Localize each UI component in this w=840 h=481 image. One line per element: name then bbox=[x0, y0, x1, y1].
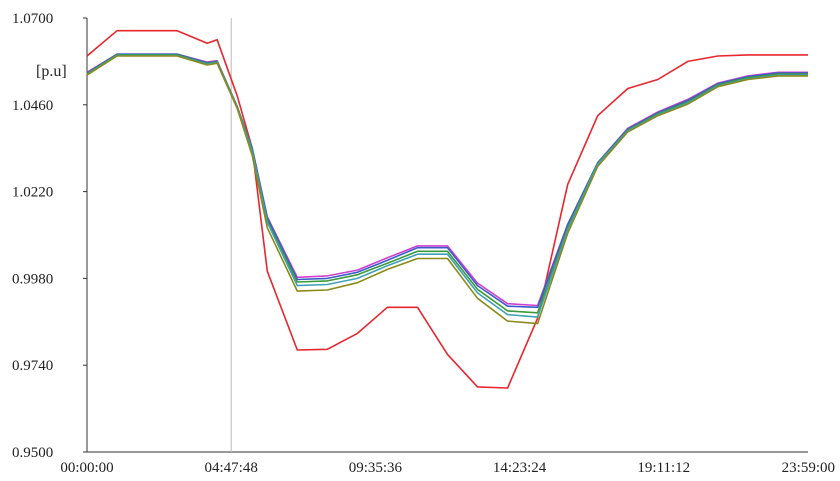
y-tick-label: 0.9740 bbox=[12, 358, 53, 374]
chart-axes bbox=[83, 17, 808, 453]
x-tick-label: 23:59:00 bbox=[782, 460, 835, 476]
series-line-1 bbox=[86, 29, 808, 389]
series-line-6 bbox=[86, 55, 808, 325]
y-tick-label: 0.9980 bbox=[12, 271, 53, 287]
x-tick-label: 09:35:36 bbox=[349, 460, 403, 476]
y-tick-labels: 0.9500 0.9740 0.9980 1.0220 1.0460 1.0700 bbox=[12, 11, 53, 461]
series-line-2 bbox=[86, 53, 808, 307]
x-tick-labels: 00:00:00 04:47:48 09:35:36 14:23:24 19:11:12… bbox=[60, 460, 835, 476]
x-tick-label: 14:23:24 bbox=[493, 460, 547, 476]
x-tick-label: 19:11:12 bbox=[637, 460, 690, 476]
series-lines bbox=[86, 29, 808, 389]
x-tick-label: 04:47:48 bbox=[205, 460, 258, 476]
y-tick-label: 0.9500 bbox=[12, 445, 53, 461]
y-tick-label: 1.0460 bbox=[12, 98, 53, 114]
y-tick-label: 1.0220 bbox=[12, 185, 53, 201]
y-tick-label: 1.0700 bbox=[12, 11, 53, 27]
x-tick-label: 00:00:00 bbox=[60, 460, 113, 476]
y-axis-unit-label: [p.u] bbox=[36, 63, 67, 80]
